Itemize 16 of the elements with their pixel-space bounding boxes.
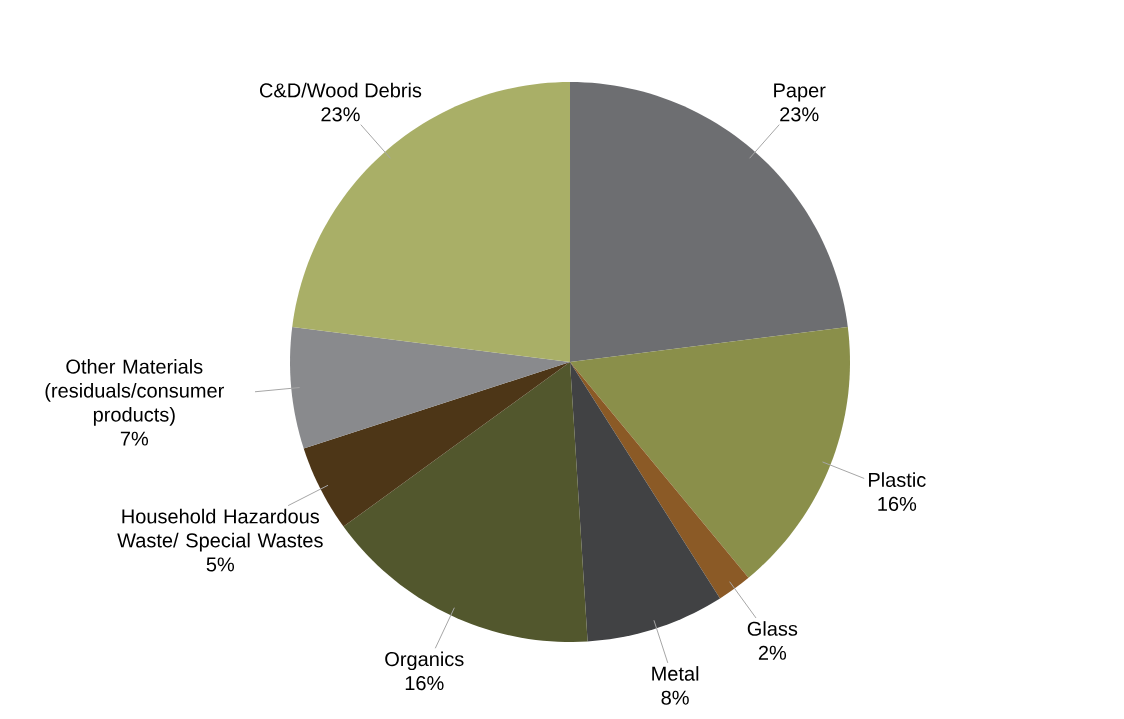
data-label: 7% <box>120 431 149 446</box>
data-label: 8% <box>661 690 689 705</box>
data-label: 2% <box>758 645 787 660</box>
slice-label: Household Hazardous Waste/ Special Wastes <box>117 508 323 552</box>
data-label: 16% <box>405 676 444 691</box>
slice-label: Other Materials (residuals/consumer products) <box>45 359 224 426</box>
slice-label: Organics <box>385 651 464 671</box>
slice-label: Metal <box>652 666 699 681</box>
data-label: 23% <box>321 107 360 122</box>
slice-label: Paper <box>774 83 826 102</box>
slice-label: Glass <box>747 621 798 636</box>
data-label: 5% <box>206 557 235 572</box>
slice-label: C&D/Wood Debris <box>259 82 422 98</box>
slice-label: Plastic <box>869 472 926 487</box>
data-label: 16% <box>878 496 917 511</box>
data-label: 23% <box>780 107 819 122</box>
